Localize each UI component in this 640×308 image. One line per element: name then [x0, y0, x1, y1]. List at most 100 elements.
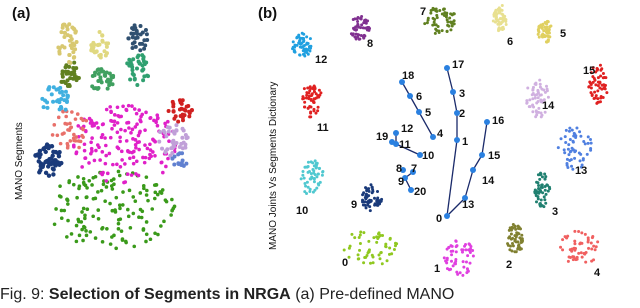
point — [302, 39, 306, 43]
point — [89, 140, 93, 145]
point — [359, 26, 363, 30]
point — [537, 25, 541, 29]
point — [141, 78, 146, 83]
point — [82, 148, 87, 153]
point — [536, 173, 540, 177]
point — [40, 164, 45, 170]
point — [455, 270, 459, 274]
point — [305, 35, 309, 39]
point — [143, 128, 147, 132]
point — [112, 119, 117, 124]
point — [508, 248, 512, 252]
point — [313, 164, 317, 168]
point — [316, 109, 320, 113]
point — [100, 226, 104, 231]
point — [454, 250, 458, 254]
point — [68, 76, 73, 81]
point — [177, 107, 182, 112]
point — [465, 267, 469, 271]
point — [306, 165, 310, 169]
point — [309, 86, 313, 90]
point — [584, 260, 588, 264]
point — [536, 32, 540, 36]
point — [143, 28, 148, 33]
point — [442, 7, 446, 11]
panel-label: (b) — [258, 5, 277, 22]
point — [543, 198, 547, 202]
point — [564, 140, 568, 144]
point — [71, 50, 76, 55]
point — [101, 170, 105, 175]
point — [123, 128, 127, 133]
point — [68, 139, 73, 143]
joint-label: 0 — [436, 213, 442, 225]
point — [84, 195, 89, 199]
point — [464, 248, 468, 252]
point — [116, 169, 121, 174]
point — [107, 151, 112, 156]
point — [94, 148, 98, 153]
point — [583, 142, 587, 146]
segment-label: 6 — [507, 36, 513, 48]
point — [301, 173, 305, 177]
point — [108, 105, 113, 109]
point — [81, 206, 86, 211]
point — [180, 118, 185, 123]
point — [187, 109, 192, 114]
point — [569, 149, 573, 153]
point — [118, 139, 122, 144]
point — [393, 241, 397, 245]
bone — [464, 169, 474, 199]
point — [109, 109, 113, 114]
point — [579, 134, 583, 138]
point — [74, 223, 79, 228]
point — [89, 151, 93, 156]
point — [563, 151, 567, 155]
point — [543, 34, 547, 38]
point — [579, 152, 583, 156]
point — [76, 124, 81, 128]
point — [72, 138, 76, 143]
point-clouds — [33, 3, 609, 277]
point — [75, 112, 80, 116]
point — [375, 240, 379, 244]
point — [176, 119, 181, 124]
point — [132, 76, 137, 81]
point — [568, 126, 572, 130]
point — [67, 128, 72, 132]
point — [595, 68, 599, 72]
point — [449, 12, 453, 16]
point — [309, 115, 313, 119]
joint — [454, 137, 460, 143]
point — [543, 110, 547, 114]
point — [303, 165, 307, 169]
point — [358, 233, 362, 237]
point — [127, 188, 132, 193]
point — [155, 123, 160, 128]
point — [362, 231, 366, 235]
point — [181, 107, 186, 112]
point — [462, 265, 466, 269]
point — [538, 82, 542, 86]
point — [353, 17, 357, 21]
point — [51, 85, 56, 90]
point — [138, 32, 143, 37]
point — [367, 194, 371, 198]
point — [53, 149, 59, 155]
point — [533, 188, 537, 192]
point — [519, 238, 523, 242]
point — [91, 214, 95, 219]
joint — [393, 130, 399, 136]
point — [51, 167, 56, 172]
point — [449, 259, 453, 263]
point — [496, 7, 500, 11]
point — [162, 130, 167, 135]
point — [128, 77, 133, 82]
point — [64, 100, 69, 105]
point — [60, 25, 65, 30]
point — [56, 45, 61, 50]
point — [515, 231, 519, 235]
point — [115, 145, 120, 150]
joint — [416, 109, 422, 115]
point — [313, 87, 317, 91]
